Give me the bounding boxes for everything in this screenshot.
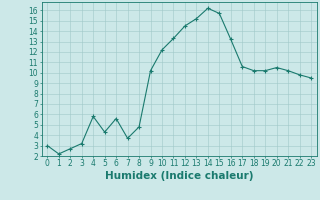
X-axis label: Humidex (Indice chaleur): Humidex (Indice chaleur) [105, 171, 253, 181]
